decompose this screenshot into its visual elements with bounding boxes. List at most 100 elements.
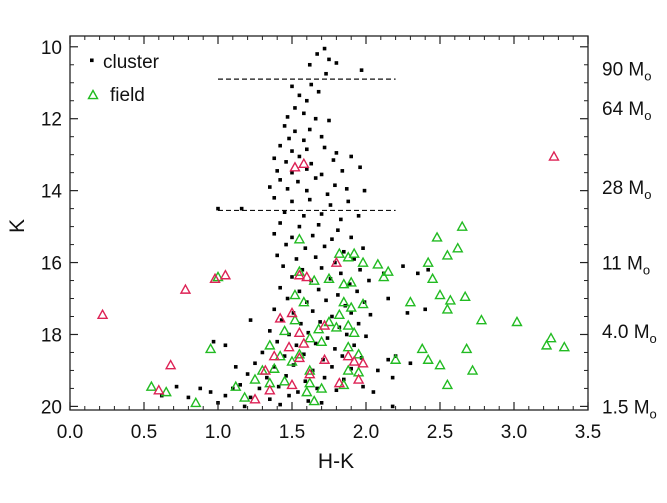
- field-point: [434, 288, 446, 300]
- cluster-point: [361, 246, 365, 250]
- cluster-point: [307, 62, 312, 67]
- y-tick-label: 16: [41, 254, 62, 275]
- cluster-point: [334, 61, 339, 65]
- cluster-point: [324, 71, 328, 76]
- cluster-point: [346, 199, 351, 204]
- cluster-point: [371, 390, 376, 394]
- cluster-point: [296, 390, 300, 394]
- field-point: [540, 339, 553, 350]
- cluster-point: [316, 89, 321, 94]
- field-point: [330, 321, 343, 332]
- field-point: [286, 306, 298, 318]
- cluster-point: [257, 386, 262, 391]
- field-point: [286, 355, 298, 366]
- field-point: [298, 296, 310, 307]
- cluster-point: [324, 298, 328, 303]
- cluster-point: [293, 129, 297, 134]
- x-tick-label: 0.0: [57, 422, 83, 443]
- field-point: [289, 161, 301, 172]
- field-point: [426, 272, 439, 284]
- cluster-point: [302, 138, 306, 143]
- cluster-point: [305, 188, 309, 193]
- cluster-point: [279, 318, 284, 322]
- cluster-point: [316, 287, 321, 292]
- legend-cluster-marker: [90, 58, 94, 63]
- cluster-point: [287, 393, 291, 398]
- cluster-point: [285, 115, 290, 119]
- cluster-point: [278, 178, 282, 182]
- field-point: [249, 393, 261, 404]
- cluster-point: [300, 267, 305, 272]
- cluster-point: [352, 257, 356, 261]
- cluster-point: [325, 336, 330, 340]
- cluster-point: [342, 249, 346, 254]
- cluster-point: [340, 169, 345, 173]
- cluster-point: [294, 257, 299, 261]
- cluster-point: [356, 214, 361, 218]
- cluster-point: [336, 228, 340, 232]
- cluster-point: [315, 52, 319, 56]
- field-point: [330, 256, 343, 267]
- field-point: [345, 301, 357, 312]
- field-point: [342, 364, 354, 375]
- field-point: [293, 348, 306, 359]
- y-tick-label: 18: [41, 325, 62, 346]
- field-point: [389, 353, 402, 364]
- cluster-point: [290, 199, 294, 204]
- field-point: [204, 342, 217, 354]
- cluster-point: [405, 311, 410, 315]
- field-point: [153, 384, 165, 395]
- field-point: [259, 364, 272, 375]
- cluster-point: [307, 197, 312, 202]
- field-point: [293, 326, 306, 337]
- cluster-point: [297, 224, 302, 229]
- field-point: [190, 396, 202, 408]
- cluster-point: [305, 147, 309, 152]
- cluster-point: [349, 366, 353, 371]
- cluster-point: [245, 372, 250, 376]
- cluster-point: [368, 312, 373, 317]
- cluster-point: [356, 321, 361, 326]
- field-point: [145, 380, 158, 391]
- cluster-point: [282, 124, 287, 128]
- cluster-point: [416, 271, 420, 276]
- field-point: [357, 357, 369, 368]
- cluster-point: [305, 98, 309, 103]
- field-point: [286, 378, 298, 390]
- field-point: [348, 355, 360, 366]
- field-point: [164, 359, 177, 370]
- field-point: [230, 380, 242, 391]
- cluster-point: [268, 329, 272, 333]
- cluster-point: [319, 401, 324, 405]
- cluster-point: [319, 172, 324, 177]
- field-point: [342, 319, 354, 330]
- cluster-point: [322, 46, 327, 51]
- field-point: [301, 271, 313, 282]
- cluster-point: [248, 395, 253, 400]
- field-point: [304, 368, 316, 379]
- cluster-point: [386, 296, 390, 301]
- x-tick-label: 3.5: [575, 422, 601, 443]
- cluster-point: [276, 384, 281, 389]
- cluster-point: [322, 244, 327, 249]
- cluster-point: [284, 160, 288, 164]
- cluster-point: [336, 293, 340, 297]
- field-point: [238, 391, 251, 402]
- cluster-point: [174, 384, 179, 389]
- mass-labels: 90 Mo 64 Mo 28 Mo 11 Mo 4.0 Mo 1.5 Mo: [602, 59, 657, 421]
- field-point: [338, 378, 350, 390]
- cluster-point: [306, 399, 311, 403]
- cluster-point: [340, 354, 345, 358]
- cluster-point: [390, 404, 395, 409]
- cluster-point: [272, 196, 277, 200]
- cluster-point: [242, 404, 247, 409]
- cluster-point: [275, 253, 279, 258]
- mass-label: 28 Mo: [602, 178, 651, 202]
- cluster-point: [339, 271, 343, 276]
- field-point: [342, 350, 354, 361]
- cluster-point: [278, 221, 282, 225]
- field-point: [378, 271, 390, 282]
- field-point: [441, 378, 454, 390]
- cluster-point: [367, 278, 371, 283]
- field-point: [264, 339, 276, 350]
